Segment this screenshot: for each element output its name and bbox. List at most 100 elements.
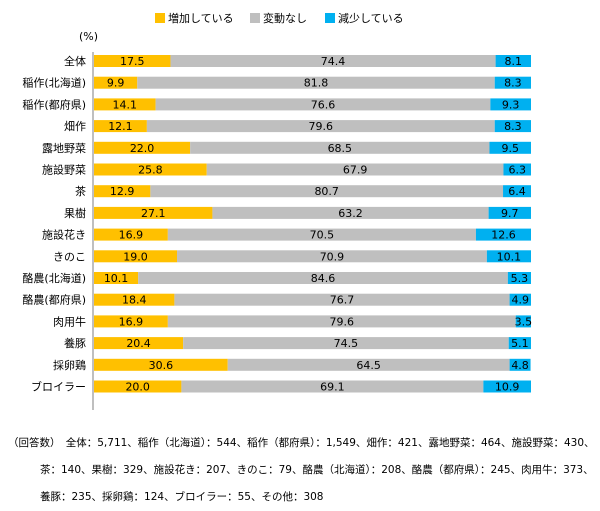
response-count-notes: （回答数） 全体：5,711、稲作（北海道）：544、稲作（都府県）：1,549… xyxy=(8,430,596,511)
bar-9-1 xyxy=(177,250,487,263)
bar-0-0 xyxy=(94,55,171,67)
data-label-8-1: 70.5 xyxy=(310,229,335,242)
category-label-11: 酪農(都府県) xyxy=(22,293,86,307)
bar-9-0 xyxy=(94,250,178,263)
bar-6-1 xyxy=(150,185,504,198)
data-label-6-2: 6.4 xyxy=(508,185,526,198)
data-label-1-2: 8.3 xyxy=(504,77,522,90)
data-label-2-0: 14.1 xyxy=(113,98,138,111)
bar-13-1 xyxy=(183,337,509,350)
bar-5-2 xyxy=(503,163,531,176)
bar-9-2 xyxy=(486,250,531,263)
legend-label-1: 変動なし xyxy=(263,11,307,25)
data-label-14-2: 4.8 xyxy=(511,359,529,372)
data-label-15-2: 10.9 xyxy=(495,381,520,394)
category-label-6: 茶 xyxy=(75,185,86,198)
data-label-10-2: 5.3 xyxy=(511,272,529,285)
legend-swatch-1 xyxy=(250,13,260,23)
bar-11-2 xyxy=(509,293,531,306)
notes-line-2: 茶：140、果樹：329、施設花き：207、きのこ：79、酪農（北海道）：208… xyxy=(40,464,594,476)
data-label-5-2: 6.3 xyxy=(508,164,526,177)
bar-8-2 xyxy=(475,228,531,241)
bar-15-0 xyxy=(94,380,182,393)
bar-5-0 xyxy=(94,163,207,176)
bar-2-2 xyxy=(490,98,531,111)
bar-4-0 xyxy=(94,141,191,154)
legend-swatch-2 xyxy=(325,13,335,23)
data-label-11-0: 18.4 xyxy=(122,294,147,307)
data-label-14-0: 30.6 xyxy=(149,359,174,372)
notes-line-3: 養豚：235、採卵鶏：124、ブロイラー：55、その他：308 xyxy=(40,491,324,503)
bar-13-0 xyxy=(94,337,184,350)
bar-3-0 xyxy=(94,120,147,133)
data-label-3-1: 79.6 xyxy=(309,120,334,133)
data-label-3-2: 8.3 xyxy=(504,120,522,133)
data-label-10-0: 10.1 xyxy=(104,272,129,285)
data-label-11-1: 76.7 xyxy=(330,294,355,307)
category-label-3: 畑作 xyxy=(64,120,86,133)
data-label-13-2: 5.1 xyxy=(511,337,529,350)
bar-11-0 xyxy=(94,293,175,306)
bar-2-0 xyxy=(94,98,156,111)
bar-11-1 xyxy=(174,293,510,306)
bars: 17.5 74.4 8.1 9.9 81.8 8.3 14.1 76.6 9.3 12.1 79.6… xyxy=(94,55,532,394)
bar-0-2 xyxy=(495,55,531,67)
data-label-5-1: 67.9 xyxy=(343,164,368,177)
category-label-1: 稲作(北海道) xyxy=(22,76,86,90)
bar-8-0 xyxy=(94,228,168,241)
bar-1-0 xyxy=(94,76,138,89)
bar-7-2 xyxy=(488,206,531,219)
data-label-0-0: 17.5 xyxy=(120,55,145,68)
category-label-10: 酪農(北海道) xyxy=(22,271,86,285)
bar-2-1 xyxy=(155,98,491,111)
bar-14-2 xyxy=(509,358,531,371)
category-label-15: ブロイラー xyxy=(31,380,86,394)
bar-10-0 xyxy=(94,272,139,284)
category-label-0: 全体 xyxy=(64,54,86,68)
percent-unit-label: (%) xyxy=(79,30,98,43)
category-label-4: 露地野菜 xyxy=(42,142,86,155)
data-label-9-2: 10.1 xyxy=(497,250,522,263)
bar-12-2 xyxy=(515,315,531,328)
bar-15-1 xyxy=(181,380,484,393)
data-label-4-1: 68.5 xyxy=(328,142,353,155)
legend-label-2: 減少している xyxy=(338,11,404,25)
category-label-2: 稲作(都府県) xyxy=(22,97,86,111)
bar-3-2 xyxy=(494,120,531,133)
notes-line-1: （回答数） 全体：5,711、稲作（北海道）：544、稲作（都府県）：1,549… xyxy=(8,437,595,449)
category-label-9: きのこ xyxy=(53,250,86,263)
data-label-5-0: 25.8 xyxy=(138,164,163,177)
bar-13-2 xyxy=(508,337,531,350)
category-label-12: 肉用牛 xyxy=(53,314,86,328)
data-label-0-1: 74.4 xyxy=(321,55,346,68)
category-label-8: 施設花き xyxy=(42,228,86,242)
data-label-4-0: 22.0 xyxy=(130,142,155,155)
data-label-1-1: 81.8 xyxy=(304,77,329,90)
bar-3-1 xyxy=(146,120,495,133)
category-label-14: 採卵鶏 xyxy=(53,358,86,372)
data-label-3-0: 12.1 xyxy=(108,120,133,133)
bar-8-1 xyxy=(167,228,476,241)
bar-5-1 xyxy=(206,163,504,176)
bar-7-0 xyxy=(94,206,213,219)
category-label-5: 施設野菜 xyxy=(42,163,86,177)
bar-10-2 xyxy=(507,272,531,284)
bar-4-2 xyxy=(489,141,531,154)
data-label-9-1: 70.9 xyxy=(320,250,345,263)
data-label-7-0: 27.1 xyxy=(141,207,166,220)
data-label-6-1: 80.7 xyxy=(314,185,339,198)
bar-6-0 xyxy=(94,185,151,198)
bar-1-2 xyxy=(494,76,531,89)
data-label-7-1: 63.2 xyxy=(338,207,363,220)
data-label-12-2: 3.5 xyxy=(515,315,533,328)
data-label-13-1: 74.5 xyxy=(334,337,359,350)
bar-10-1 xyxy=(138,272,508,284)
bar-4-1 xyxy=(190,141,490,154)
data-label-8-0: 16.9 xyxy=(119,229,144,242)
data-label-15-1: 69.1 xyxy=(320,381,345,394)
category-label-7: 果樹 xyxy=(64,207,86,220)
bar-1-1 xyxy=(137,76,495,89)
data-label-12-1: 79.6 xyxy=(330,315,355,328)
